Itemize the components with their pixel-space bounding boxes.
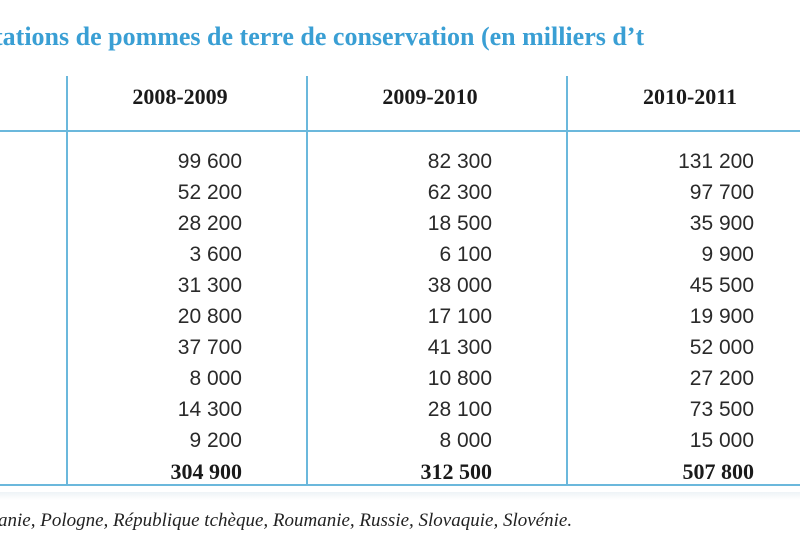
table-cell: 52 200 (177, 181, 242, 204)
table-cell: 31 300 (177, 274, 242, 297)
table-cell: 27 200 (689, 367, 754, 390)
table-cell: 6 100 (439, 243, 492, 266)
table-cell: 28 200 (177, 212, 242, 235)
table-cell: 131 200 (678, 150, 754, 173)
table-cell: 62 300 (427, 181, 492, 204)
table-cell: 8 000 (439, 429, 492, 452)
table-cell: 8 000 (189, 367, 242, 390)
column-2010-2011: 131 200 97 700 35 900 9 900 45 500 19 900 52 0… (614, 146, 754, 487)
table-cell: 28 100 (427, 398, 492, 421)
table-cell: 35 900 (689, 212, 754, 235)
table-cell: 41 300 (427, 336, 492, 359)
column-2009-2010: 82 300 62 300 18 500 6 100 38 000 17 100 41 30… (352, 146, 493, 487)
table-title: tations de pommes de terre de conservati… (0, 22, 645, 51)
column-divider (566, 76, 568, 486)
table-cell: 10 800 (427, 367, 492, 390)
table-cell: 18 500 (427, 212, 492, 235)
page-edge (0, 492, 800, 500)
table-cell: 38 000 (427, 274, 492, 297)
table-cell: 17 100 (427, 305, 492, 328)
table-cell: 15 000 (689, 429, 754, 452)
column-header-2009-2010: 2009-2010 (382, 84, 478, 109)
bottom-rule (0, 484, 800, 486)
header-rule (0, 130, 800, 132)
table-cell: 97 700 (689, 181, 754, 204)
column-header-2008-2009: 2008-2009 (132, 84, 228, 109)
table-cell: 14 300 (177, 398, 242, 421)
footnote: anie, Pologne, République tchèque, Rouma… (0, 510, 573, 531)
table-cell: 37 700 (177, 336, 242, 359)
table-cell: 9 900 (701, 243, 754, 266)
column-divider (66, 76, 68, 486)
table-cell: 45 500 (689, 274, 754, 297)
column-2008-2009: 99 600 52 200 28 200 3 600 31 300 20 800 37 70… (102, 146, 243, 487)
total-cell: 312 500 (420, 459, 493, 484)
column-header-2010-2011: 2010-2011 (642, 84, 738, 109)
total-cell: 507 800 (682, 459, 755, 484)
table-cell: 9 200 (189, 429, 242, 452)
table-cell: 19 900 (689, 305, 754, 328)
table-cell: 82 300 (427, 150, 492, 173)
table-cell: 52 000 (689, 336, 754, 359)
total-cell: 304 900 (170, 459, 243, 484)
table-cell: 20 800 (177, 305, 242, 328)
table-cell: 3 600 (189, 243, 242, 266)
table-cell: 99 600 (177, 150, 242, 173)
table-cell: 73 500 (689, 398, 754, 421)
column-divider (306, 76, 308, 486)
